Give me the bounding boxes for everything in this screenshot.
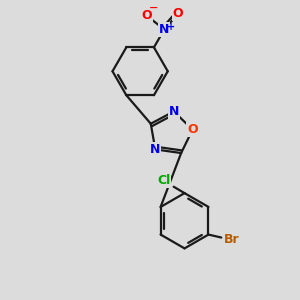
Text: +: +	[167, 22, 175, 32]
Text: N: N	[169, 105, 179, 118]
Text: N: N	[150, 143, 160, 156]
Text: N: N	[159, 23, 169, 36]
Text: −: −	[149, 3, 159, 13]
Text: O: O	[187, 123, 198, 136]
Text: Br: Br	[224, 233, 240, 246]
Text: O: O	[141, 9, 152, 22]
Text: Cl: Cl	[157, 174, 170, 187]
Text: O: O	[173, 7, 183, 20]
